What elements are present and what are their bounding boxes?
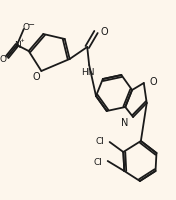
Text: N: N xyxy=(15,40,21,49)
Text: HN: HN xyxy=(81,68,95,77)
Text: Cl: Cl xyxy=(96,137,105,146)
Text: Cl: Cl xyxy=(94,158,103,167)
Text: N: N xyxy=(121,117,128,127)
Text: O: O xyxy=(0,55,7,64)
Text: −: − xyxy=(27,20,34,29)
Text: O: O xyxy=(150,77,157,87)
Text: O: O xyxy=(101,27,108,37)
Text: +: + xyxy=(20,38,24,43)
Text: O: O xyxy=(22,23,29,32)
Text: O: O xyxy=(33,72,40,82)
